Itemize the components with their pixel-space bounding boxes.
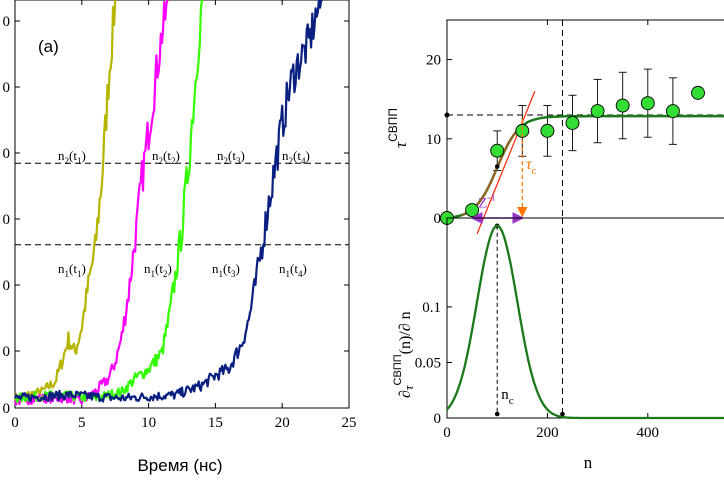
y-tick-label: 0 [3, 14, 11, 30]
series-t2 [13, 0, 169, 406]
y-tick-label: 0 [3, 146, 11, 162]
svpp-superscript: СВПП [386, 108, 400, 142]
svpp-superscript: СВПП [392, 354, 404, 385]
panel-b-fit [446, 91, 724, 235]
data-point [490, 143, 505, 158]
series-t3 [14, 0, 204, 404]
threshold-time-label: n2(t1) [58, 148, 86, 166]
threshold-time-label: n1(t1) [58, 261, 86, 279]
panel-c-annotations: nc [501, 387, 514, 407]
data-point [615, 98, 630, 113]
x-tick-label: 0 [11, 415, 19, 431]
panel-a-label: (a) [38, 37, 59, 56]
threshold-time-label: n1(t3) [212, 261, 240, 279]
y-tick-label: 20 [426, 53, 441, 69]
threshold-time-label: n2(t4) [282, 148, 310, 166]
nc-marker [494, 411, 500, 417]
data-point [565, 116, 580, 130]
panel-c-ylabel: ∂τСВПП(n)/∂ n [392, 311, 416, 398]
derivative-curve [446, 224, 724, 420]
data-point [465, 203, 480, 218]
data-point [640, 96, 655, 111]
threshold-time-label: n2(t3) [217, 148, 245, 166]
panel-b-error-bars [493, 68, 677, 171]
y-tick-label: 0 [3, 401, 11, 417]
x-tick-label: 25 [342, 415, 357, 431]
panel-b-chart: 0 10 20 τc Z-1 τСВПП [386, 19, 724, 235]
panel-c-chart: 0 200 400 0 0.05 0.1 nc ∂τСВПП(n)/∂ n n [392, 217, 724, 472]
plateau-marker [444, 112, 450, 118]
x-tick-label: 200 [536, 425, 559, 441]
panel-c-frame [446, 217, 724, 419]
panel-c-curve [446, 224, 724, 420]
y-tick-label: 0.1 [422, 300, 441, 316]
series-t4 [13, 0, 323, 403]
y-tick-label: 0 [434, 211, 442, 227]
data-point [665, 104, 680, 119]
tau-c-label: τc [526, 156, 537, 177]
tau-symbol: τ [401, 384, 416, 390]
partial-symbol: ∂ [397, 390, 414, 398]
x-tick-label: 400 [637, 425, 660, 441]
panel-c-ticks: 0 200 400 0 0.05 0.1 [415, 300, 659, 441]
x-tick-label: 20 [275, 415, 290, 431]
panel-b-points [440, 85, 705, 225]
y-tick-label: 0 [3, 212, 11, 228]
tangent-line [476, 91, 536, 235]
data-point [540, 123, 555, 138]
panel-a-threshold-lines [15, 162, 349, 246]
y-tick-label: 0 [3, 278, 11, 294]
tau-symbol: τ [391, 141, 410, 148]
y-tick-label: 0.05 [415, 355, 441, 371]
data-point [691, 85, 705, 100]
panel-a-xlabel: Время (нс) [137, 456, 222, 475]
panel-b-ylabel: τСВПП [386, 108, 410, 148]
panel-c-xlabel: n [584, 453, 593, 472]
x-tick-label: 15 [208, 415, 223, 431]
panel-a-annotations: n2(t1) n2(t2) n2(t3) n2(t4) n1(t1) n1(t2) n1(t… [58, 148, 310, 279]
nc-label: nc [501, 387, 514, 407]
panel-a-series [13, 0, 323, 406]
y-tick-label: 0 [3, 344, 11, 360]
threshold-time-label: n1(t2) [144, 261, 172, 279]
z-inverse-label: Z-1 [478, 193, 496, 212]
panel-b-ticks: 0 10 20 [426, 20, 649, 227]
y-tick-label: 10 [426, 132, 441, 148]
data-point [515, 123, 530, 138]
series-t1 [13, 0, 117, 403]
panel-a-frame [14, 0, 350, 409]
y-tick-label: 0 [3, 80, 11, 96]
x-tick-label: 5 [78, 415, 86, 431]
vertical-line-marker [560, 411, 565, 417]
tangent-point-marker [494, 164, 500, 169]
x-tick-label: 10 [141, 415, 156, 431]
threshold-time-label: n2(t2) [152, 148, 180, 166]
data-point [590, 104, 605, 119]
y-tick-label: 0 [434, 411, 442, 427]
x-tick-label: 0 [443, 425, 451, 441]
threshold-time-label: n1(t4) [279, 261, 307, 279]
derivative-rest: (n)/∂ n [397, 311, 414, 354]
